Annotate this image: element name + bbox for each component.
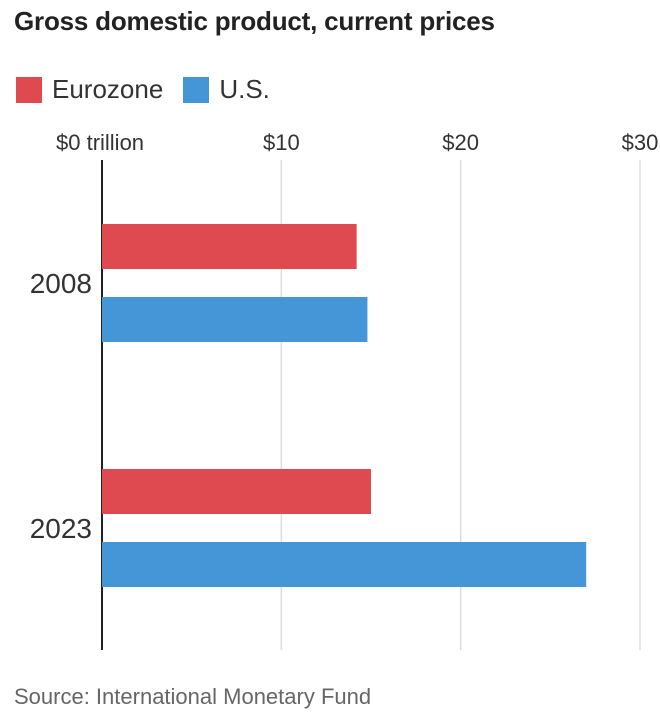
source-note: Source: International Monetary Fund [14,684,372,709]
tick-label-20: $20 [442,130,479,155]
tick-label-30: $30 [622,130,659,155]
category-label-2023: 2023 [30,513,92,544]
tick-label-10: $10 [263,130,300,155]
legend-label-eurozone: Eurozone [52,74,164,104]
bar-us-2023 [102,542,587,587]
bar-eurozone-2023 [102,469,371,514]
legend-item-us: U.S. [183,74,270,105]
legend-item-eurozone: Eurozone [16,74,163,105]
legend: Eurozone U.S. [16,74,290,105]
bar-eurozone-2008 [102,224,357,269]
tick-label-0: $0 trillion [56,130,144,155]
legend-label-us: U.S. [219,74,270,104]
bar-us-2008 [102,297,368,342]
legend-swatch-us [183,76,210,103]
legend-swatch-eurozone [16,76,42,103]
chart-title: Gross domestic product, current prices [14,6,495,36]
category-label-2008: 2008 [30,268,92,299]
